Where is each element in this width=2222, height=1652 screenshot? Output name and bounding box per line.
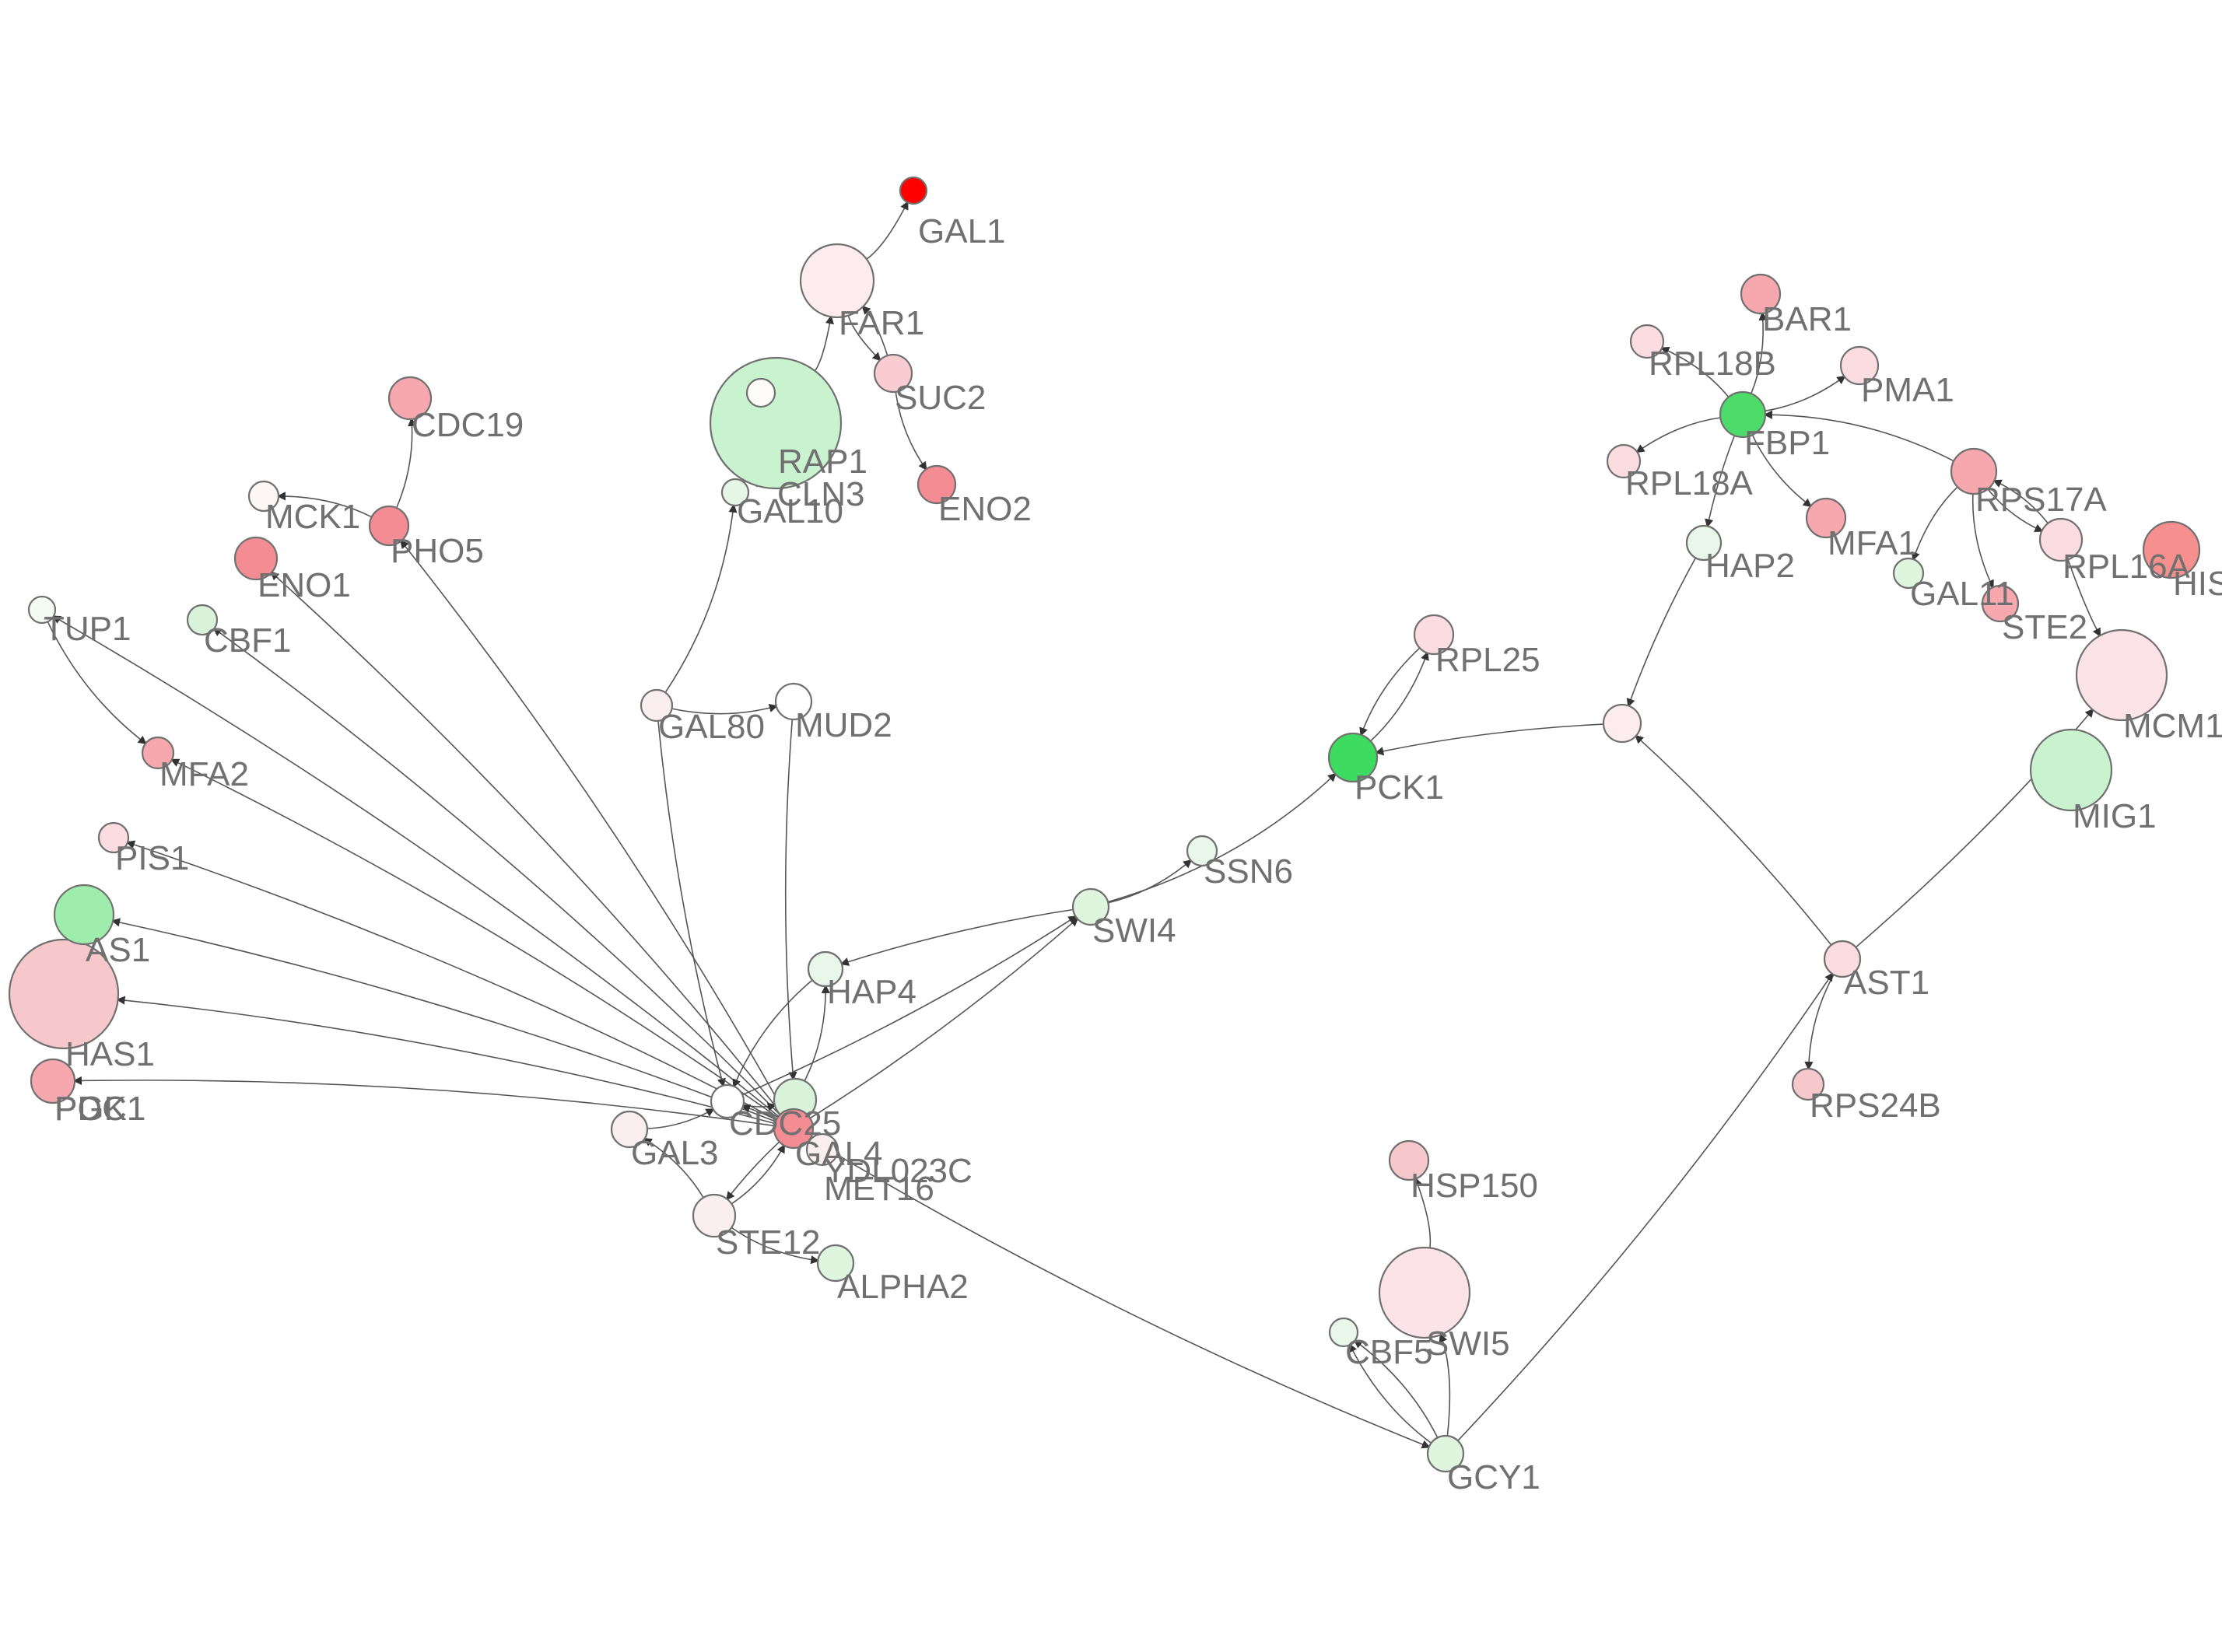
- svg-text:GAL80: GAL80: [658, 708, 765, 746]
- svg-text:MCM1: MCM1: [2123, 707, 2222, 745]
- svg-text:HSP150: HSP150: [1411, 1167, 1538, 1205]
- svg-text:AS1: AS1: [86, 931, 150, 969]
- svg-text:GAL1: GAL1: [918, 212, 1006, 250]
- svg-text:CBF1: CBF1: [204, 621, 291, 660]
- svg-text:AST1: AST1: [1844, 964, 1929, 1002]
- svg-text:MCK1: MCK1: [265, 498, 360, 536]
- svg-text:PHO5: PHO5: [391, 532, 484, 570]
- svg-text:STE2: STE2: [2002, 608, 2087, 646]
- svg-text:CDC19: CDC19: [412, 406, 524, 444]
- svg-text:RPL18B: RPL18B: [1649, 345, 1776, 383]
- svg-text:GCY1: GCY1: [1447, 1458, 1540, 1496]
- svg-text:GAL11: GAL11: [1910, 575, 2014, 613]
- svg-text:GAL10: GAL10: [737, 492, 843, 530]
- svg-text:RPL16A: RPL16A: [2063, 548, 2191, 586]
- svg-text:GAL3: GAL3: [631, 1134, 719, 1172]
- svg-text:ALPHA2: ALPHA2: [837, 1268, 969, 1306]
- svg-text:HAP4: HAP4: [827, 973, 916, 1011]
- svg-text:PGK1: PGK1: [54, 1090, 145, 1128]
- svg-text:MUD2: MUD2: [795, 706, 892, 744]
- svg-text:HIS4: HIS4: [2173, 565, 2222, 603]
- svg-text:PMA1: PMA1: [1861, 371, 1954, 409]
- svg-text:RPS17A: RPS17A: [1975, 481, 2107, 519]
- svg-text:MET16: MET16: [824, 1170, 934, 1208]
- svg-text:SSN6: SSN6: [1204, 852, 1293, 891]
- svg-text:MFA1: MFA1: [1828, 524, 1917, 562]
- svg-text:BAR1: BAR1: [1762, 300, 1852, 338]
- svg-text:FBP1: FBP1: [1744, 424, 1830, 462]
- svg-text:RAP1: RAP1: [778, 443, 867, 481]
- svg-text:RPL25: RPL25: [1435, 641, 1540, 679]
- svg-text:STE12: STE12: [716, 1223, 821, 1262]
- svg-text:ENO2: ENO2: [938, 490, 1032, 528]
- svg-text:PIS1: PIS1: [115, 839, 189, 877]
- svg-text:ENO1: ENO1: [258, 566, 351, 604]
- svg-text:HAP2: HAP2: [1705, 547, 1795, 585]
- svg-text:TUP1: TUP1: [44, 610, 131, 648]
- svg-text:SUC2: SUC2: [895, 379, 986, 417]
- svg-text:CDC25: CDC25: [729, 1104, 841, 1143]
- svg-text:MFA2: MFA2: [159, 755, 249, 793]
- svg-text:RPS24B: RPS24B: [1810, 1087, 1941, 1125]
- svg-text:MIG1: MIG1: [2073, 797, 2157, 835]
- svg-text:FAR1: FAR1: [839, 304, 924, 342]
- svg-text:HAS1: HAS1: [65, 1035, 155, 1073]
- svg-text:RPL18A: RPL18A: [1625, 464, 1754, 502]
- svg-text:CBF5: CBF5: [1345, 1333, 1432, 1371]
- svg-text:PCK1: PCK1: [1355, 768, 1444, 807]
- svg-text:SWI4: SWI4: [1092, 912, 1176, 950]
- svg-text:SWI5: SWI5: [1426, 1325, 1510, 1363]
